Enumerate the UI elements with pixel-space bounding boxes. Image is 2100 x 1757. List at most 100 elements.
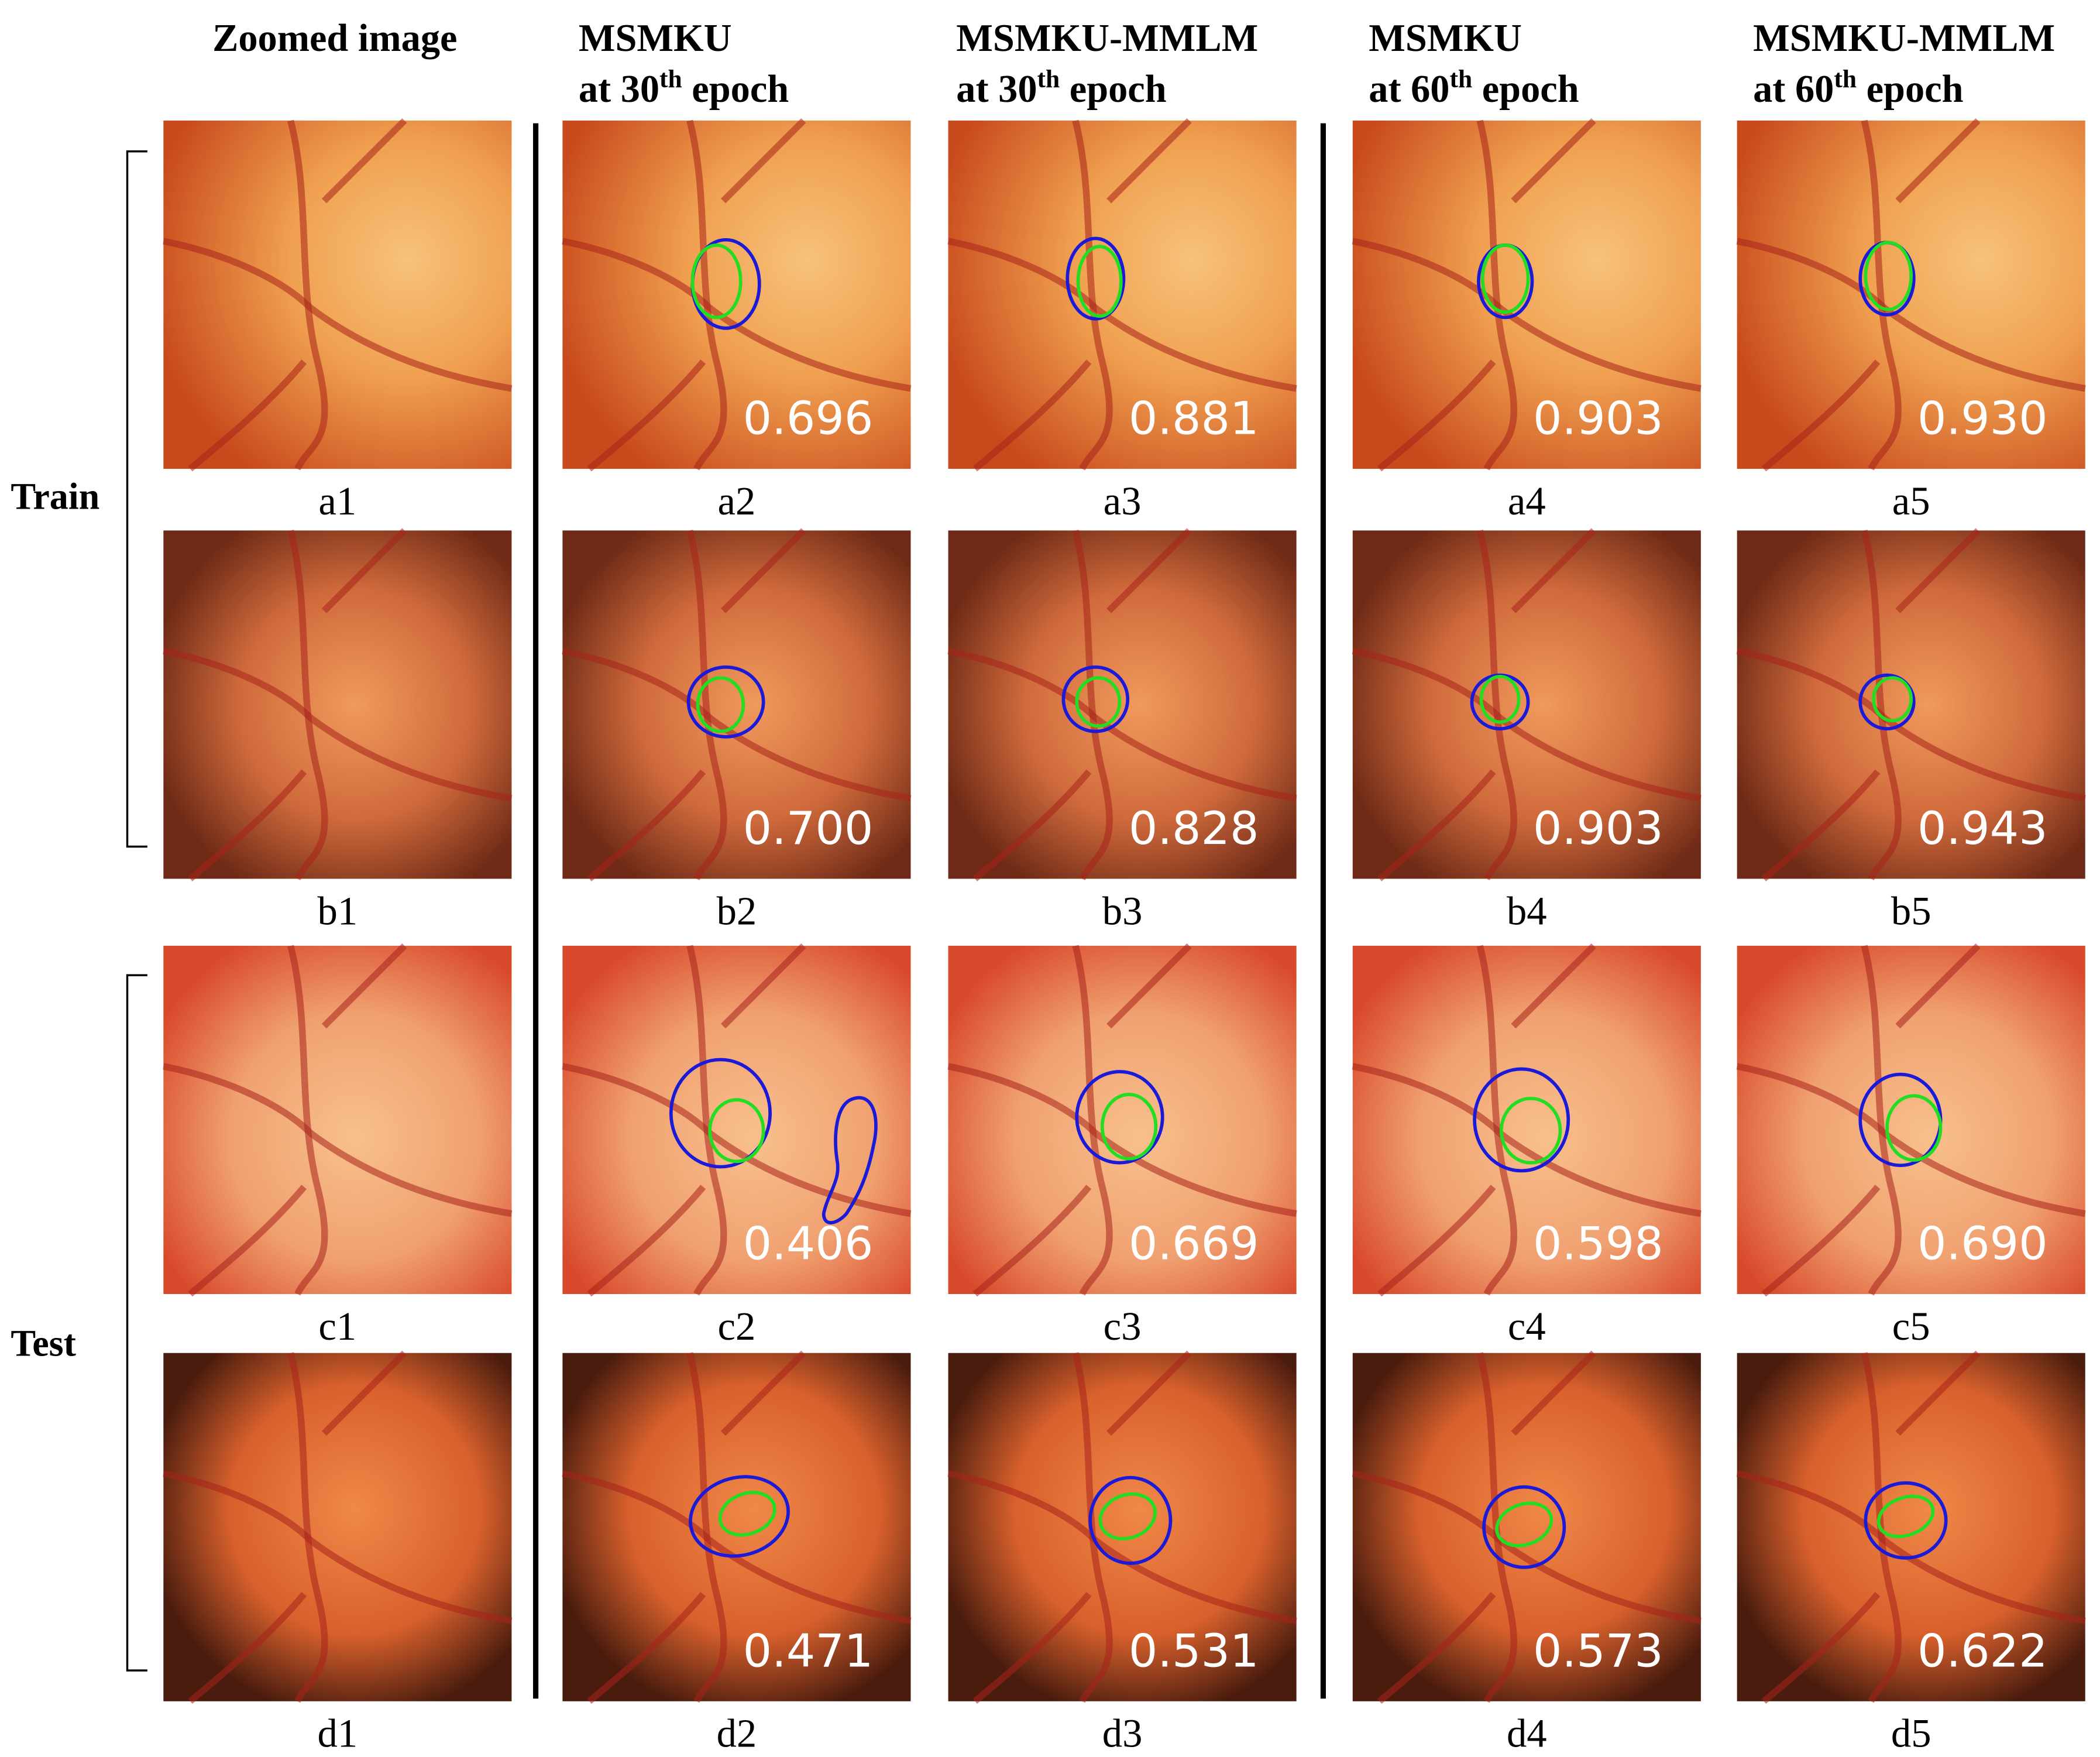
epoch-prefix: at 30 [956, 68, 1037, 111]
vessel [163, 647, 314, 720]
vessel [308, 1130, 513, 1217]
vessel [562, 238, 713, 311]
vessel [707, 305, 912, 392]
epoch-sup: th [659, 65, 682, 93]
score: 0.406 [743, 1217, 874, 1270]
vessel [1511, 528, 1596, 613]
caption: a3 [1104, 479, 1142, 523]
epoch-prefix: at 60 [1369, 68, 1449, 111]
contour-green [1480, 243, 1530, 314]
vessel [587, 359, 706, 472]
contour-blue [1088, 1475, 1173, 1565]
vessel [287, 1352, 328, 1703]
image-background [1352, 1353, 1701, 1701]
vessel [1761, 359, 1881, 472]
vessel [1072, 1352, 1113, 1703]
contour-green [1100, 1093, 1158, 1161]
vessel [972, 359, 1092, 472]
space [682, 68, 692, 111]
epoch-suffix: epoch [1070, 68, 1167, 111]
vessel [1377, 359, 1496, 472]
image-background [1737, 1353, 2085, 1701]
score: 0.669 [1129, 1217, 1259, 1270]
caption: b1 [318, 888, 358, 933]
vessel [1476, 1352, 1518, 1703]
image-background [562, 1353, 911, 1701]
vessel [1736, 647, 1887, 720]
column-header-epoch: at 30th epoch [956, 65, 1166, 111]
vessel [163, 1063, 314, 1136]
image-background [1352, 945, 1701, 1294]
epoch-prefix: at 30 [579, 68, 659, 111]
vessel [1476, 119, 1518, 471]
epoch-prefix: at 60 [1753, 68, 1834, 111]
vessel [1476, 945, 1518, 1296]
contour-green [1075, 676, 1122, 728]
vessel [1352, 647, 1503, 720]
vessel [1882, 715, 2086, 802]
vessel [1895, 528, 1981, 613]
caption: a5 [1892, 479, 1930, 523]
epoch-suffix: epoch [1867, 68, 1964, 111]
contour-green [1876, 1494, 1935, 1539]
vessel [321, 1350, 407, 1436]
caption: a2 [718, 479, 756, 523]
image-background [1737, 945, 2085, 1294]
score: 0.930 [1917, 393, 2048, 445]
fundus-image [163, 528, 513, 881]
fundus-image [163, 118, 513, 472]
contour-blue [1482, 1485, 1566, 1569]
score: 0.531 [1129, 1625, 1259, 1677]
caption: c3 [1104, 1304, 1142, 1348]
image-background [163, 1353, 512, 1701]
group-label: Test [11, 1322, 76, 1364]
vessel [972, 1185, 1092, 1297]
fundus-image: 0.622 [1736, 1350, 2086, 1704]
contour-blue [1858, 673, 1916, 730]
contour-green [1885, 1094, 1943, 1162]
fundus-image: 0.828 [947, 528, 1297, 881]
column-header: MSMKU [1369, 17, 1522, 60]
vessel [1377, 1592, 1496, 1704]
vessel [587, 1185, 706, 1297]
vessel [1895, 943, 1981, 1029]
vessel [1093, 715, 1297, 802]
score: 0.903 [1533, 802, 1663, 855]
contour-green [718, 1491, 776, 1537]
space [1060, 68, 1070, 111]
vessel [308, 305, 513, 392]
vessel [287, 119, 328, 471]
image-background [163, 945, 512, 1294]
vessel [1895, 1350, 1981, 1436]
vessel [188, 1592, 307, 1704]
image-background [562, 945, 911, 1294]
score: 0.881 [1129, 393, 1259, 445]
vessel [1476, 529, 1518, 881]
contour-blue [686, 665, 765, 739]
image-background [948, 945, 1297, 1294]
vessel [1511, 118, 1596, 204]
contour-green [1495, 1501, 1553, 1547]
vessel [1861, 1352, 1902, 1703]
caption: b3 [1102, 888, 1143, 933]
contour-blue [1075, 1070, 1164, 1165]
vessel [1498, 305, 1702, 392]
vessel [587, 769, 706, 881]
caption: d4 [1507, 1711, 1547, 1756]
vessel [686, 945, 727, 1296]
vessel [1498, 715, 1702, 802]
vessel [1106, 118, 1192, 204]
image-background [163, 530, 512, 879]
fundus-image [163, 1350, 513, 1704]
fundus-image: 0.669 [947, 943, 1297, 1297]
fundus-image: 0.696 [562, 118, 912, 472]
fundus-image: 0.881 [947, 118, 1297, 472]
vessel [1072, 945, 1113, 1296]
fundus-image: 0.531 [947, 1350, 1297, 1704]
caption: b2 [717, 888, 757, 933]
vessel [1882, 1538, 2086, 1625]
vessel [1882, 305, 2086, 392]
vessel [720, 943, 806, 1029]
fundus-image [163, 943, 513, 1297]
